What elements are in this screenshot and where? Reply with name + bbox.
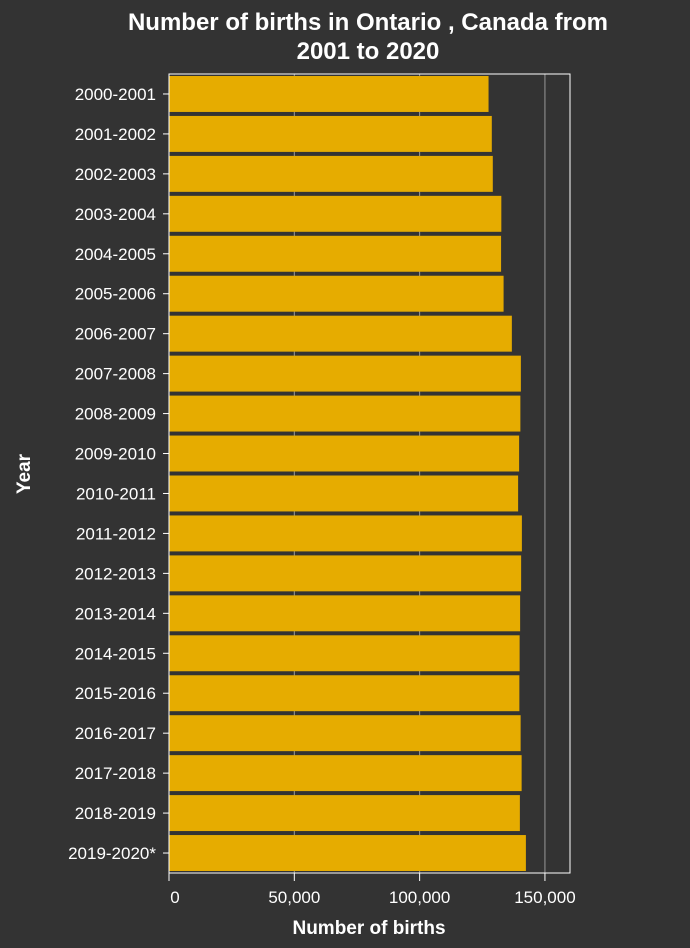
- chart-title-line-2: 2001 to 2020: [297, 38, 440, 65]
- y-tick-label: 2000-2001: [75, 85, 156, 104]
- x-tick-label: 150,000: [514, 888, 575, 907]
- bar: [169, 595, 521, 632]
- bar: [169, 115, 492, 152]
- bar: [169, 315, 512, 352]
- plot-frame: [168, 73, 571, 874]
- bar: [169, 555, 522, 592]
- x-tick-label: 0: [170, 888, 179, 907]
- bar: [169, 195, 502, 232]
- y-axis: 2000-2001 2001-2002 2002-2003 2003-2004 2004…: [68, 85, 169, 863]
- bar: [169, 755, 522, 792]
- y-tick-label: 2001-2002: [75, 125, 156, 144]
- x-tick-label: 50,000: [268, 888, 320, 907]
- bar: [169, 715, 521, 752]
- x-axis: 0 50,000 100,000 150,000: [168, 873, 576, 907]
- y-tick-label: 2010-2011: [76, 484, 156, 503]
- y-tick-label: 2011-2012: [76, 524, 156, 543]
- bar: [169, 76, 489, 112]
- y-tick-label: 2006-2007: [75, 325, 156, 344]
- bar: [169, 475, 519, 512]
- x-axis-title: Number of births: [292, 918, 445, 939]
- y-tick-label: 2018-2019: [75, 804, 156, 823]
- y-tick-label: 2016-2017: [75, 724, 156, 743]
- y-tick-label: 2009-2010: [75, 445, 156, 464]
- bar: [169, 675, 520, 712]
- bar: [169, 635, 520, 672]
- bar: [169, 275, 504, 312]
- y-tick-label: 2005-2006: [75, 285, 156, 304]
- y-tick-label: 2012-2013: [75, 564, 156, 583]
- y-tick-label: 2008-2009: [75, 405, 156, 424]
- y-axis-title: Year: [14, 453, 35, 494]
- bar: [169, 795, 520, 832]
- bar: [169, 395, 521, 432]
- bar: [169, 235, 502, 272]
- bar: [169, 155, 493, 192]
- chart-title-line-1: Number of births in Ontario , Canada fro…: [128, 9, 608, 36]
- y-tick-label: 2014-2015: [75, 644, 156, 663]
- y-tick-label: 2015-2016: [75, 684, 156, 703]
- y-tick-label: 2013-2014: [75, 604, 156, 623]
- bars: [169, 76, 526, 871]
- bar: [169, 435, 520, 472]
- y-tick-label: 2017-2018: [75, 764, 156, 783]
- y-tick-label: 2002-2003: [75, 165, 156, 184]
- y-tick-label: 2004-2005: [75, 245, 156, 264]
- x-tick-label: 100,000: [389, 888, 450, 907]
- y-tick-label: 2003-2004: [75, 205, 156, 224]
- bar: [169, 835, 526, 871]
- bar: [169, 355, 521, 392]
- y-tick-label: 2019-2020*: [68, 844, 156, 863]
- bar: [169, 515, 522, 552]
- y-tick-label: 2007-2008: [75, 365, 156, 384]
